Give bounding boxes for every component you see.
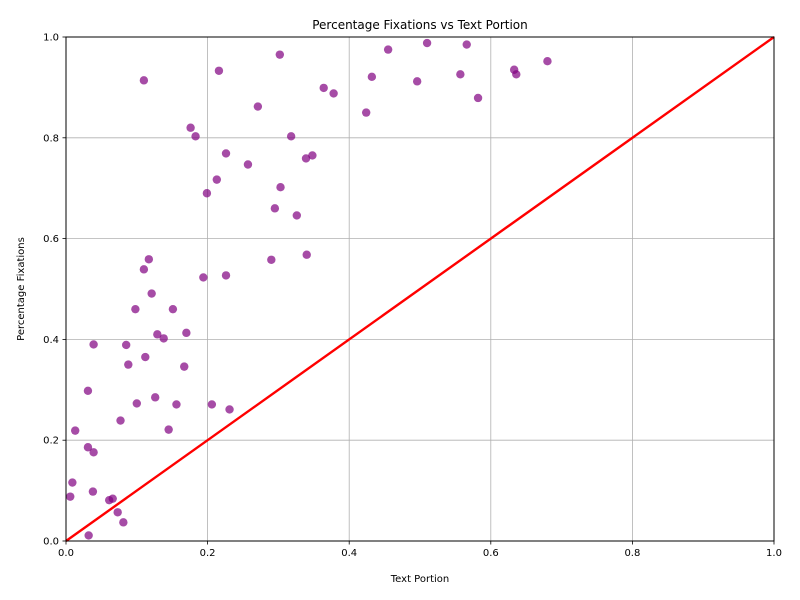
scatter-point — [104, 495, 114, 505]
scatter-point — [139, 265, 149, 274]
scatter-point — [270, 204, 280, 213]
scatter-point — [116, 416, 125, 425]
y-tick-label: 0.6 — [43, 234, 59, 245]
x-tick-label: 1.0 — [766, 548, 782, 559]
scatter-point — [151, 393, 160, 402]
scatter-point — [132, 399, 141, 408]
scatter-point — [182, 328, 191, 338]
scatter-point — [121, 340, 131, 350]
y-tick-label: 0.0 — [43, 537, 59, 548]
x-axis-ticks: 0.0 0.2 0.4 0.6 0.8 1.0 — [58, 541, 782, 559]
scatter-point — [221, 271, 231, 280]
scatter-point — [180, 362, 189, 371]
scatter-point — [84, 531, 93, 540]
scatter-point — [119, 518, 128, 527]
scatter-point — [367, 72, 377, 82]
scatter-point — [243, 160, 253, 169]
scatter-point — [159, 334, 168, 343]
scatter-point — [68, 478, 77, 487]
x-tick-label: 0.4 — [341, 548, 357, 559]
x-tick-label: 0.2 — [200, 548, 216, 559]
scatter-point — [329, 89, 338, 98]
y-tick-label: 0.8 — [43, 133, 59, 144]
scatter-point — [212, 175, 222, 184]
scatter-point — [301, 154, 311, 163]
scatter-point — [199, 273, 208, 282]
scatter-point — [267, 255, 276, 264]
scatter-point — [89, 340, 98, 349]
scatter-point — [214, 66, 224, 75]
scatter-point — [147, 289, 156, 298]
x-tick-label: 0.6 — [483, 548, 499, 559]
scatter-point — [225, 405, 234, 414]
scatter-point — [172, 400, 181, 409]
scatter-point — [422, 38, 432, 48]
chart-title: Percentage Fixations vs Text Portion — [312, 18, 528, 32]
y-tick-label: 0.4 — [43, 335, 59, 346]
scatter-point — [191, 132, 200, 141]
scatter-point — [286, 132, 296, 141]
scatter-point — [473, 93, 483, 103]
scatter-point — [131, 304, 140, 314]
scatter-point — [221, 149, 231, 158]
scatter-point — [89, 448, 98, 457]
x-tick-label: 0.8 — [624, 548, 640, 559]
scatter-point — [308, 151, 317, 160]
scatter-point — [543, 56, 552, 66]
reference-line-group — [65, 36, 775, 542]
scatter-point — [275, 50, 285, 59]
x-axis-label: Text Portion — [390, 574, 449, 585]
x-tick-label: 0.0 — [58, 548, 74, 559]
scatter-point — [88, 487, 98, 496]
scatter-point — [292, 211, 302, 220]
scatter-point — [412, 77, 422, 86]
scatter-point — [462, 40, 471, 49]
y-tick-label: 0.2 — [43, 436, 59, 447]
scatter-points — [66, 38, 552, 540]
scatter-point — [71, 426, 80, 435]
scatter-point — [276, 182, 285, 192]
scatter-point — [207, 400, 217, 409]
scatter-point — [512, 70, 521, 79]
scatter-point — [83, 386, 93, 396]
scatter-point — [302, 250, 311, 259]
scatter-point — [141, 352, 150, 362]
plot-frame — [65, 36, 775, 542]
y-tick-label: 1.0 — [43, 33, 59, 44]
scatter-point — [383, 45, 393, 54]
scatter-point — [124, 360, 133, 369]
y-axis-ticks: 0.0 0.2 0.4 0.6 0.8 1.0 — [43, 33, 66, 548]
scatter-point — [319, 83, 328, 93]
scatter-point — [186, 123, 195, 132]
scatter-point — [168, 304, 178, 314]
scatter-point — [144, 255, 154, 264]
scatter-point — [83, 443, 93, 452]
scatter-point — [361, 108, 371, 117]
scatter-point — [113, 508, 122, 517]
y-axis-label: Percentage Fixations — [16, 237, 27, 341]
scatter-point — [456, 70, 465, 79]
scatter-point — [139, 76, 149, 85]
scatter-point — [253, 102, 263, 111]
scatter-point — [66, 492, 75, 501]
scatter-point — [202, 189, 212, 198]
scatter-point — [153, 330, 162, 339]
diagonal-reference-line — [65, 36, 775, 542]
scatter-point — [164, 425, 173, 434]
